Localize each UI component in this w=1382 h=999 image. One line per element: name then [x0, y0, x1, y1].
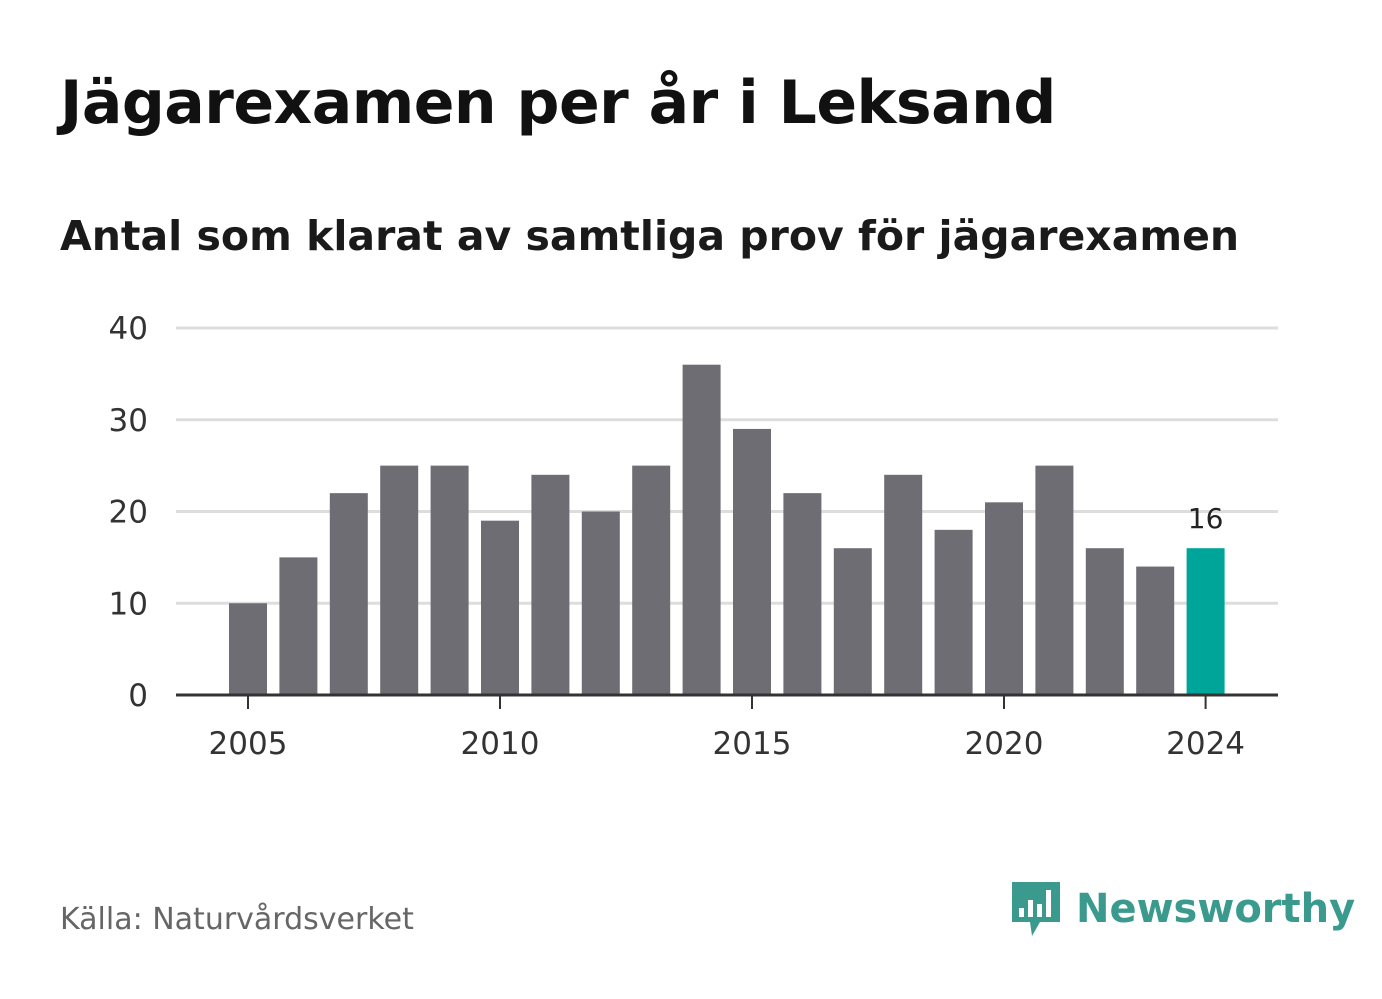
- y-tick-label: 30: [109, 403, 148, 439]
- bar-2012: [581, 511, 620, 695]
- bar-2021: [1035, 465, 1074, 695]
- bar-2014: [682, 364, 721, 695]
- x-tick-label: 2024: [1166, 726, 1245, 762]
- x-tick-label: 2010: [461, 726, 540, 762]
- y-tick-label: 0: [128, 678, 148, 714]
- labels: 0 10 20 30 40 16 2005 2010 2015 2020 2024: [109, 311, 1246, 762]
- bar-2005: [229, 603, 267, 695]
- bars: [229, 364, 1225, 695]
- bar-2009: [430, 465, 469, 695]
- bar-2023: [1136, 566, 1175, 695]
- bar-2016: [783, 493, 822, 695]
- x-tick-label: 2020: [965, 726, 1044, 762]
- bar-2007: [329, 493, 368, 695]
- brand-logo: Newsworthy: [1010, 878, 1355, 940]
- x-tick-label: 2005: [209, 726, 288, 762]
- bar-2008: [380, 465, 419, 695]
- bar-2010: [481, 520, 519, 695]
- bar-2018: [884, 474, 923, 695]
- newsworthy-logo-icon: [1012, 882, 1060, 936]
- bar-2019: [934, 529, 973, 695]
- bar-2020: [985, 502, 1023, 695]
- x-tick-label: 2015: [713, 726, 792, 762]
- axes: [176, 693, 1278, 709]
- bar-2017: [833, 548, 872, 695]
- brand-name: Newsworthy: [1076, 886, 1356, 932]
- bar-2022: [1085, 548, 1124, 695]
- bar-2006: [279, 557, 318, 695]
- y-tick-label: 20: [109, 495, 148, 531]
- y-tick-label: 40: [109, 311, 148, 347]
- chart-title: Jägarexamen per år i Leksand: [60, 68, 1056, 138]
- chart-subtitle: Antal som klarat av samtliga prov för jä…: [60, 212, 1240, 260]
- bar-2024: [1186, 548, 1225, 695]
- source-note: Källa: Naturvårdsverket: [60, 902, 414, 937]
- bar-2015: [733, 428, 771, 695]
- data-label-2024: 16: [1188, 502, 1224, 535]
- y-tick-label: 10: [109, 586, 148, 622]
- bar-2013: [632, 465, 671, 695]
- bar-2011: [531, 474, 570, 695]
